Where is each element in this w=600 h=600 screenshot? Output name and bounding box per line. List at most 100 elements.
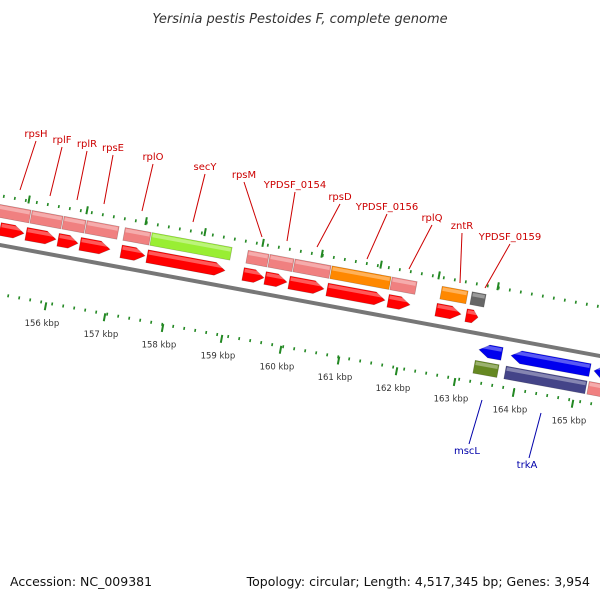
upper-dot-tick [475, 282, 478, 286]
gene-leader-line [49, 146, 63, 197]
kbp-tick-label: 160 kbp [260, 362, 295, 372]
upper-major-tick [261, 238, 265, 247]
gene-block [389, 276, 418, 295]
gene-block [122, 227, 152, 246]
lower-dot-tick [183, 326, 186, 331]
gene-leader-line [366, 213, 388, 260]
gene-leader-line [286, 191, 296, 242]
upper-dot-tick [35, 200, 38, 205]
upper-dot-tick [112, 215, 115, 219]
lower-dot-tick [491, 383, 494, 387]
genome-summary-text: Topology: circular; Length: 4,517,345 bp… [246, 574, 590, 589]
upper-dot-tick [552, 296, 555, 300]
gene-leader-line [19, 140, 37, 191]
upper-dot-tick [288, 247, 291, 251]
lower-dot-tick [425, 371, 428, 375]
upper-dot-tick [123, 217, 126, 221]
upper-dot-tick [266, 243, 269, 247]
lower-dot-tick [392, 365, 395, 369]
lower-dot-tick [359, 359, 362, 363]
gene-leader-line [141, 163, 154, 212]
cds-arrow [241, 267, 265, 283]
upper-major-tick [496, 282, 500, 291]
upper-dot-tick [79, 209, 82, 213]
upper-dot-tick [200, 231, 203, 235]
lower-dot-tick [590, 402, 593, 406]
gene-block-zntr [439, 285, 469, 305]
upper-dot-tick [541, 294, 544, 298]
cds-arrow-trka [510, 350, 592, 377]
gene-block [245, 249, 270, 268]
lower-dot-tick [40, 300, 43, 304]
gene-leader-line [484, 243, 511, 289]
cds-arrow [119, 244, 146, 261]
kbp-tick-label: 159 kbp [201, 352, 236, 362]
map-title: Yersinia pestis Pestoides F, complete ge… [152, 12, 447, 27]
kbp-tick-label: 163 kbp [434, 395, 469, 405]
gene-label: secY [194, 162, 218, 173]
upper-major-tick [27, 195, 31, 204]
lower-dot-tick [95, 310, 98, 314]
upper-dot-tick [167, 225, 170, 229]
lower-dot-tick [205, 330, 208, 335]
backbone-line [0, 242, 600, 359]
lower-dot-tick [249, 338, 252, 343]
lower-dot-tick [403, 367, 406, 371]
gene-label: rpsD [328, 192, 352, 203]
gene-label: mscL [454, 446, 480, 457]
lower-dot-tick [271, 343, 274, 347]
lower-dot-tick [150, 320, 153, 324]
upper-dot-tick [442, 276, 445, 280]
kbp-tick-label: 164 kbp [493, 406, 528, 416]
kbp-major-tick [336, 356, 341, 365]
kbp-major-tick [219, 334, 224, 343]
upper-dot-tick [189, 229, 192, 233]
upper-dot-tick [354, 259, 357, 264]
upper-dot-tick [585, 302, 588, 306]
lower-dot-tick [293, 347, 296, 351]
lower-dot-tick [315, 351, 318, 355]
lower-dot-tick [161, 322, 164, 326]
gene-leader-line [243, 181, 263, 238]
lower-dot-tick [227, 334, 230, 339]
kbp-tick-label: 158 kbp [142, 341, 177, 351]
upper-major-tick [203, 227, 207, 237]
upper-dot-tick [519, 290, 522, 294]
cds-arrow-reverse [593, 365, 600, 381]
upper-dot-tick [145, 221, 148, 225]
upper-major-tick [85, 206, 89, 215]
upper-dot-tick [497, 286, 500, 290]
lower-dot-tick [238, 336, 241, 341]
lower-dot-tick [51, 302, 54, 306]
cds-arrow-mscl [478, 344, 504, 361]
upper-dot-tick [596, 304, 599, 308]
accession-text: Accession: NC_009381 [10, 574, 153, 589]
upper-dot-tick [299, 249, 302, 253]
lower-dot-tick [172, 324, 175, 328]
upper-dot-tick [57, 204, 60, 209]
kbp-tick-label: 156 kbp [25, 319, 60, 329]
upper-dot-tick [222, 235, 225, 239]
upper-dot-tick [453, 278, 456, 282]
gene-label: rplO [142, 152, 163, 163]
lower-dot-tick [568, 398, 571, 402]
backbone [0, 242, 600, 359]
gene-leader-line [528, 412, 542, 459]
gene-block-mscl [472, 359, 500, 378]
lower-dot-tick [535, 391, 538, 396]
upper-dot-tick [233, 237, 236, 241]
gene-leader-line [468, 399, 483, 445]
lower-dot-tick [557, 395, 560, 400]
upper-dot-tick [486, 284, 489, 288]
upper-dot-tick [464, 280, 467, 284]
gene-block [267, 254, 295, 272]
kbp-major-tick [102, 313, 107, 322]
gene-block-orange [329, 265, 392, 290]
upper-major-tick [144, 217, 148, 226]
upper-dot-tick [420, 272, 423, 276]
upper-dot-tick [508, 288, 511, 292]
upper-dot-tick [156, 223, 159, 227]
lower-dot-tick [7, 294, 10, 298]
upper-dot-tick [398, 268, 401, 272]
